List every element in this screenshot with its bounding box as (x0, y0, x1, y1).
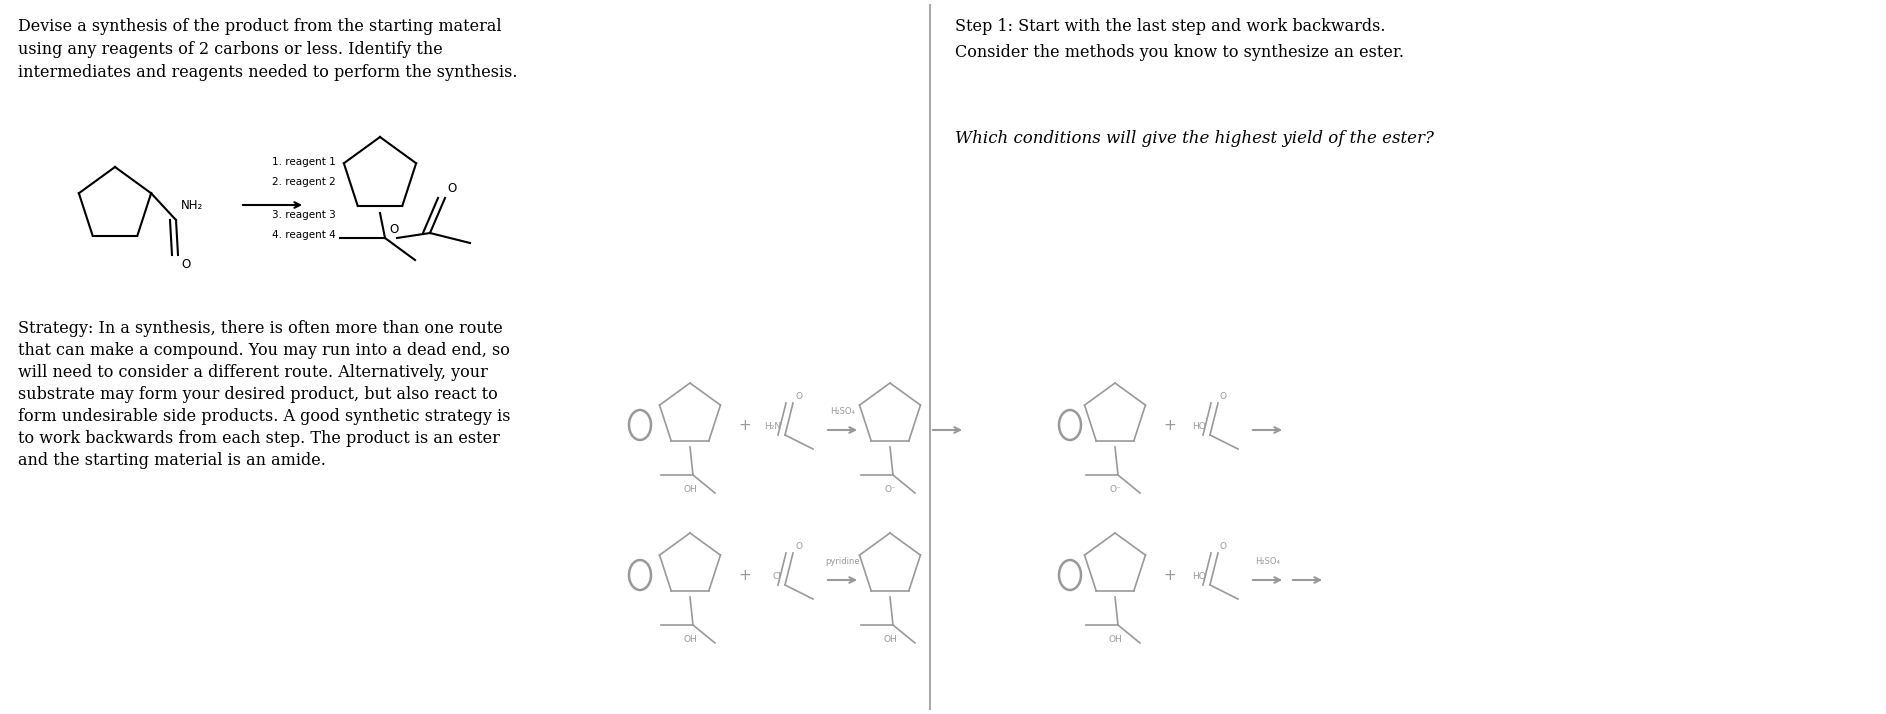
Text: OH: OH (683, 635, 696, 644)
Text: Which conditions will give the highest yield of the ester?: Which conditions will give the highest y… (954, 130, 1433, 147)
Text: Consider the methods you know to synthesize an ester.: Consider the methods you know to synthes… (954, 44, 1403, 61)
Text: using any reagents of 2 carbons or less. Identify the: using any reagents of 2 carbons or less.… (19, 41, 443, 58)
Text: intermediates and reagents needed to perform the synthesis.: intermediates and reagents needed to per… (19, 64, 517, 81)
Text: HO: HO (1192, 422, 1205, 431)
Text: 1. reagent 1: 1. reagent 1 (272, 157, 336, 167)
Text: form undesirable side products. A good synthetic strategy is: form undesirable side products. A good s… (19, 408, 511, 425)
Text: HO: HO (1192, 572, 1205, 581)
Text: pyridine: pyridine (826, 557, 860, 566)
Text: Step 1: Start with the last step and work backwards.: Step 1: Start with the last step and wor… (954, 18, 1386, 35)
Text: OH: OH (683, 485, 696, 494)
Text: O⁻: O⁻ (1109, 485, 1120, 494)
Text: and the starting material is an amide.: and the starting material is an amide. (19, 452, 326, 469)
Text: +: + (739, 568, 751, 583)
Text: +: + (739, 418, 751, 433)
Text: Strategy: In a synthesis, there is often more than one route: Strategy: In a synthesis, there is often… (19, 320, 504, 337)
Text: H₂SO₄: H₂SO₄ (1254, 557, 1281, 566)
Text: H₂SO₄: H₂SO₄ (830, 407, 854, 416)
Text: O: O (1220, 542, 1228, 551)
Text: O: O (181, 258, 190, 271)
Text: O: O (796, 392, 802, 401)
Text: Devise a synthesis of the product from the starting materal: Devise a synthesis of the product from t… (19, 18, 502, 35)
Text: O: O (1220, 392, 1228, 401)
Text: 4. reagent 4: 4. reagent 4 (272, 230, 336, 240)
Text: H₂N: H₂N (764, 422, 781, 431)
Text: O: O (796, 542, 802, 551)
Text: 3. reagent 3: 3. reagent 3 (272, 210, 336, 220)
Text: 2. reagent 2: 2. reagent 2 (272, 177, 336, 187)
Text: NH₂: NH₂ (181, 199, 204, 212)
Text: OH: OH (883, 635, 898, 644)
Text: +: + (1164, 568, 1177, 583)
Text: O: O (389, 223, 398, 236)
Text: O⁻: O⁻ (885, 485, 896, 494)
Text: Cl: Cl (771, 572, 781, 581)
Text: substrate may form your desired product, but also react to: substrate may form your desired product,… (19, 386, 498, 403)
Text: that can make a compound. You may run into a dead end, so: that can make a compound. You may run in… (19, 342, 509, 359)
Text: to work backwards from each step. The product is an ester: to work backwards from each step. The pr… (19, 430, 500, 447)
Text: +: + (1164, 418, 1177, 433)
Text: O: O (447, 182, 456, 195)
Text: will need to consider a different route. Alternatively, your: will need to consider a different route.… (19, 364, 488, 381)
Text: OH: OH (1109, 635, 1122, 644)
